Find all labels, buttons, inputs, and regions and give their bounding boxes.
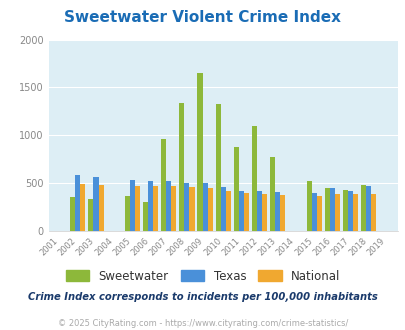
Bar xyxy=(262,194,266,231)
Bar xyxy=(243,193,249,231)
Bar xyxy=(189,187,194,231)
Bar xyxy=(316,196,321,231)
Bar xyxy=(202,183,207,231)
Bar xyxy=(153,186,158,231)
Bar xyxy=(98,185,103,231)
Bar xyxy=(93,178,98,231)
Bar xyxy=(311,193,316,231)
Bar xyxy=(207,188,212,231)
Bar xyxy=(306,181,311,231)
Bar xyxy=(233,147,239,231)
Bar xyxy=(166,181,171,231)
Bar xyxy=(256,191,262,231)
Bar xyxy=(171,186,176,231)
Bar xyxy=(365,186,371,231)
Bar xyxy=(88,199,93,231)
Bar xyxy=(197,73,202,231)
Legend: Sweetwater, Texas, National: Sweetwater, Texas, National xyxy=(61,265,344,287)
Bar xyxy=(179,103,184,231)
Text: Crime Index corresponds to incidents per 100,000 inhabitants: Crime Index corresponds to incidents per… xyxy=(28,292,377,302)
Bar xyxy=(360,185,365,231)
Text: © 2025 CityRating.com - https://www.cityrating.com/crime-statistics/: © 2025 CityRating.com - https://www.city… xyxy=(58,319,347,328)
Bar xyxy=(130,180,134,231)
Text: Sweetwater Violent Crime Index: Sweetwater Violent Crime Index xyxy=(64,10,341,25)
Bar xyxy=(134,186,140,231)
Bar xyxy=(371,194,375,231)
Bar xyxy=(252,126,256,231)
Bar xyxy=(329,188,334,231)
Bar xyxy=(270,157,275,231)
Bar xyxy=(324,188,329,231)
Bar xyxy=(215,104,220,231)
Bar xyxy=(80,184,85,231)
Bar xyxy=(220,187,225,231)
Bar xyxy=(275,192,280,231)
Bar xyxy=(148,181,153,231)
Bar xyxy=(161,139,166,231)
Bar xyxy=(225,191,230,231)
Bar xyxy=(75,176,80,231)
Bar xyxy=(239,191,243,231)
Bar xyxy=(347,191,352,231)
Bar xyxy=(342,190,347,231)
Bar xyxy=(124,196,130,231)
Bar xyxy=(143,202,148,231)
Bar xyxy=(184,183,189,231)
Bar xyxy=(352,194,357,231)
Bar xyxy=(70,197,75,231)
Bar xyxy=(280,195,285,231)
Bar xyxy=(334,194,339,231)
